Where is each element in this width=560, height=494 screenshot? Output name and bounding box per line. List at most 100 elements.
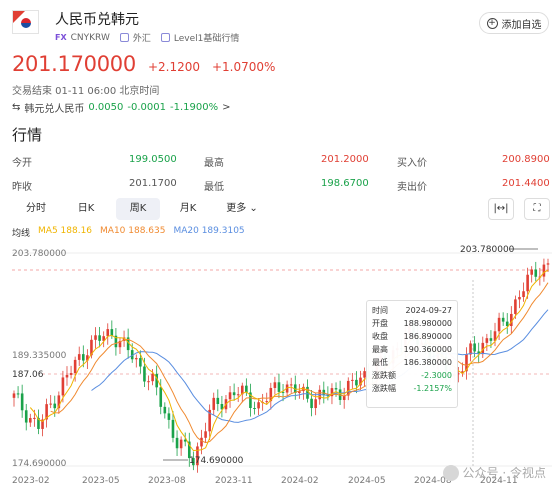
ma-legend: 均线 MA5 188.16 MA10 188.635 MA20 189.3105: [12, 226, 245, 239]
candle-body: [273, 382, 277, 388]
wechat-icon: [442, 464, 459, 481]
low-marker-label: 174.690000: [189, 456, 244, 466]
candle-body: [232, 392, 236, 396]
candle-body: [546, 263, 550, 265]
ma-label: 均线: [12, 229, 31, 239]
candle-body: [257, 402, 260, 409]
candle-body: [285, 384, 289, 393]
candle-body: [212, 397, 216, 410]
candle-body: [20, 393, 24, 411]
candle-body: [24, 410, 28, 423]
candle-body: [187, 441, 191, 459]
price-row: 201.170000 +2.1200 +1.0700%: [12, 52, 275, 76]
tooltip-row: 时间 2024-09-27: [372, 304, 452, 317]
candle-body: [94, 335, 97, 340]
candle-body: [346, 380, 350, 396]
tooltip-value: 186.890000: [403, 332, 452, 341]
forex-icon: [119, 33, 129, 42]
ma5-value: MA5 188.16: [38, 226, 93, 236]
ma20-value: MA20 189.3105: [173, 226, 245, 236]
open-value: 199.0500: [129, 154, 177, 165]
ma20-line: [91, 309, 549, 423]
reverse-label: 韩元兑人民币: [24, 104, 85, 115]
watermark: 公众号 · 令视点: [442, 464, 546, 481]
tab-monthly-k[interactable]: 月K: [179, 203, 197, 214]
candle-tooltip: 时间 2024-09-27 开盘 188.980000 收盘 186.890000 最…: [366, 300, 458, 408]
tooltip-row: 涨跌额 -2.3000: [372, 369, 452, 382]
tab-intraday[interactable]: 分时: [26, 203, 46, 214]
candle-body: [302, 386, 305, 392]
x-label-6: 2024-08: [414, 476, 452, 486]
candle-body: [322, 389, 326, 395]
candle-body: [49, 403, 52, 405]
candle-body: [269, 387, 273, 402]
candle-body: [110, 329, 114, 336]
x-label-2: 2023-08: [148, 476, 186, 486]
stats-table: 今开 199.0500 最高 201.2000 买入价 200.8900 昨收 …: [12, 150, 552, 198]
low-value: 198.6700: [321, 178, 369, 189]
kline-chart[interactable]: 203.780000 189.335000 187.06 174.690000 …: [0, 240, 560, 494]
y-label-top: 203.780000: [12, 249, 67, 259]
candle-body: [163, 406, 167, 414]
prev-close-label: 昨收: [12, 182, 32, 193]
tab-more-label: 更多: [226, 203, 247, 214]
candle-body: [510, 313, 513, 327]
chevron-right-icon: >: [222, 102, 231, 113]
candle-body: [196, 446, 199, 466]
candle-body: [114, 335, 118, 348]
prev-close-value: 201.1700: [129, 178, 177, 189]
fx-badge: FX: [55, 33, 67, 42]
candle-body: [289, 384, 293, 386]
candle-body: [281, 391, 285, 393]
tooltip-key: 最低: [372, 358, 388, 367]
tooltip-row: 收盘 186.890000: [372, 330, 452, 343]
ma10-line: [50, 282, 549, 444]
high-value: 201.2000: [321, 154, 369, 165]
candle-body: [265, 401, 269, 403]
y-label-last: 187.06: [12, 370, 44, 380]
candle-body: [514, 299, 517, 314]
candle-body: [69, 372, 73, 375]
candle-body: [522, 291, 525, 298]
high-marker-label: 203.780000: [460, 245, 515, 255]
candle-body: [33, 417, 36, 419]
candle-body: [45, 404, 48, 420]
candle-body: [175, 437, 179, 449]
x-label-1: 2023-05: [82, 476, 120, 486]
candle-body: [342, 395, 346, 400]
bid-label: 买入价: [397, 158, 427, 169]
y-label-bottom: 174.690000: [12, 459, 67, 469]
candle-body: [73, 359, 77, 373]
tooltip-key: 涨跌幅: [372, 384, 396, 393]
candle-body: [204, 431, 207, 438]
trade-status: 交易结束 01-11 06:00 北京时间: [12, 86, 160, 97]
fit-width-button[interactable]: |↔|: [488, 198, 514, 220]
ask-label: 卖出价: [397, 182, 427, 193]
price-change: +2.1200: [147, 60, 200, 74]
bid-value: 200.8900: [502, 154, 550, 165]
candle-body: [16, 393, 20, 395]
reverse-rate-link[interactable]: ⇆ 韩元兑人民币 0.0050 -0.0001 -1.1900% >: [12, 100, 231, 115]
add-watchlist-button[interactable]: + 添加自选: [479, 12, 549, 34]
candle-body: [240, 385, 244, 395]
tab-weekly-k[interactable]: 周K: [116, 198, 160, 220]
tooltip-value: 2024-09-27: [405, 306, 453, 315]
price-change-pct: +1.0700%: [211, 60, 276, 74]
tooltip-value: -2.3000: [421, 371, 452, 380]
fullscreen-button[interactable]: ⛶: [524, 198, 550, 220]
low-label: 最低: [204, 182, 224, 193]
candle-body: [192, 458, 195, 466]
tab-daily-k[interactable]: 日K: [77, 203, 95, 214]
plus-icon: +: [486, 17, 498, 29]
ask-value: 201.4400: [502, 178, 550, 189]
y-label-mid: 189.335000: [12, 351, 67, 361]
candle-body: [501, 317, 505, 322]
section-title: 行情: [12, 126, 43, 144]
candle-body: [497, 317, 501, 332]
high-label: 最高: [204, 158, 224, 169]
tab-more[interactable]: 更多 ⌄: [218, 198, 266, 220]
tooltip-row: 涨跌幅 -1.2157%: [372, 382, 452, 395]
reverse-price: 0.0050: [88, 102, 124, 113]
candle-body: [77, 354, 81, 360]
candle-body: [134, 358, 138, 360]
